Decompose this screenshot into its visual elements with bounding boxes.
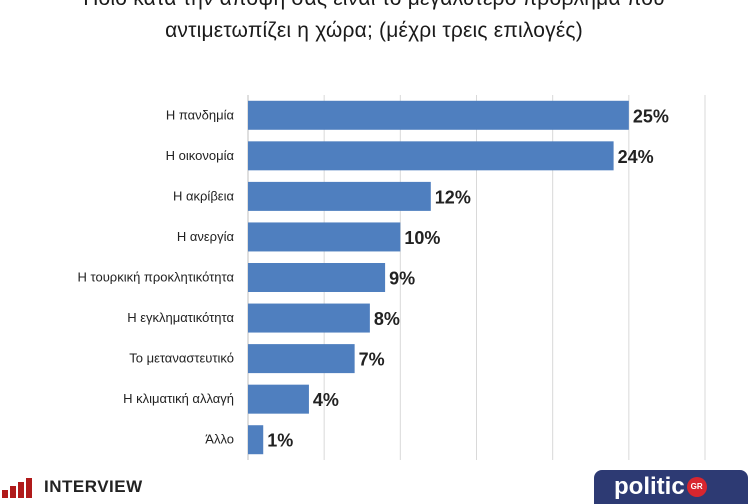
value-label: 8% bbox=[374, 309, 400, 329]
category-label: Άλλο bbox=[205, 432, 234, 447]
category-label: Η κλιματική αλλαγή bbox=[123, 391, 234, 406]
politic-logo-badge: GR bbox=[686, 477, 707, 497]
chart-title-line-2: αντιμετωπίζει η χώρα; (μέχρι τρεις επιλο… bbox=[165, 19, 583, 42]
value-label: 10% bbox=[404, 228, 440, 248]
value-label: 1% bbox=[267, 431, 293, 451]
value-label: 24% bbox=[618, 147, 654, 167]
category-label: Το μεταναστευτικό bbox=[129, 351, 234, 366]
category-label: Η εγκληματικότητα bbox=[127, 310, 234, 325]
bar bbox=[248, 384, 309, 414]
category-label: Η ακρίβεια bbox=[173, 188, 234, 203]
interview-logo-text: INTERVIEW bbox=[44, 477, 143, 496]
bar bbox=[248, 303, 370, 333]
value-label: 9% bbox=[389, 269, 415, 289]
chart-title-line-1: Ποιο κατά την άποψή σας είναι το μεγαλύτ… bbox=[0, 0, 748, 11]
bar bbox=[248, 222, 401, 252]
category-label: Η τουρκική προκλητικότητα bbox=[78, 270, 235, 285]
bar bbox=[248, 263, 386, 292]
category-label: Η πανδημία bbox=[166, 107, 235, 122]
bar bbox=[248, 100, 629, 130]
politic-logo-text: politic bbox=[614, 473, 685, 500]
politic-logo: politic GR bbox=[594, 470, 748, 504]
interview-logo-mark-icon bbox=[0, 476, 40, 498]
bar bbox=[248, 344, 355, 374]
value-label: 7% bbox=[359, 350, 385, 370]
bar bbox=[248, 181, 431, 211]
value-label: 4% bbox=[313, 390, 339, 410]
bar bbox=[248, 425, 264, 455]
category-label: Η ανεργία bbox=[177, 229, 235, 244]
interview-logo: INTERVIEW bbox=[0, 476, 143, 498]
value-label: 25% bbox=[633, 106, 669, 126]
category-label: Η οικονομία bbox=[166, 148, 235, 163]
value-label: 12% bbox=[435, 187, 471, 207]
bar bbox=[248, 141, 614, 171]
